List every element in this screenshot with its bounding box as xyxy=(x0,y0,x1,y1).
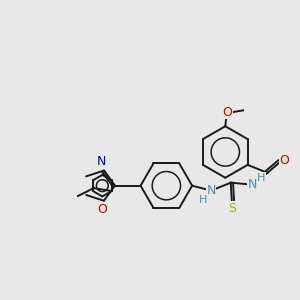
Text: O: O xyxy=(279,154,289,167)
Text: H: H xyxy=(199,194,207,205)
Text: S: S xyxy=(228,202,236,215)
Text: N: N xyxy=(206,184,216,197)
Text: O: O xyxy=(222,106,232,119)
Text: N: N xyxy=(97,155,106,168)
Text: H: H xyxy=(257,173,266,183)
Text: O: O xyxy=(97,203,107,216)
Text: N: N xyxy=(248,178,257,191)
